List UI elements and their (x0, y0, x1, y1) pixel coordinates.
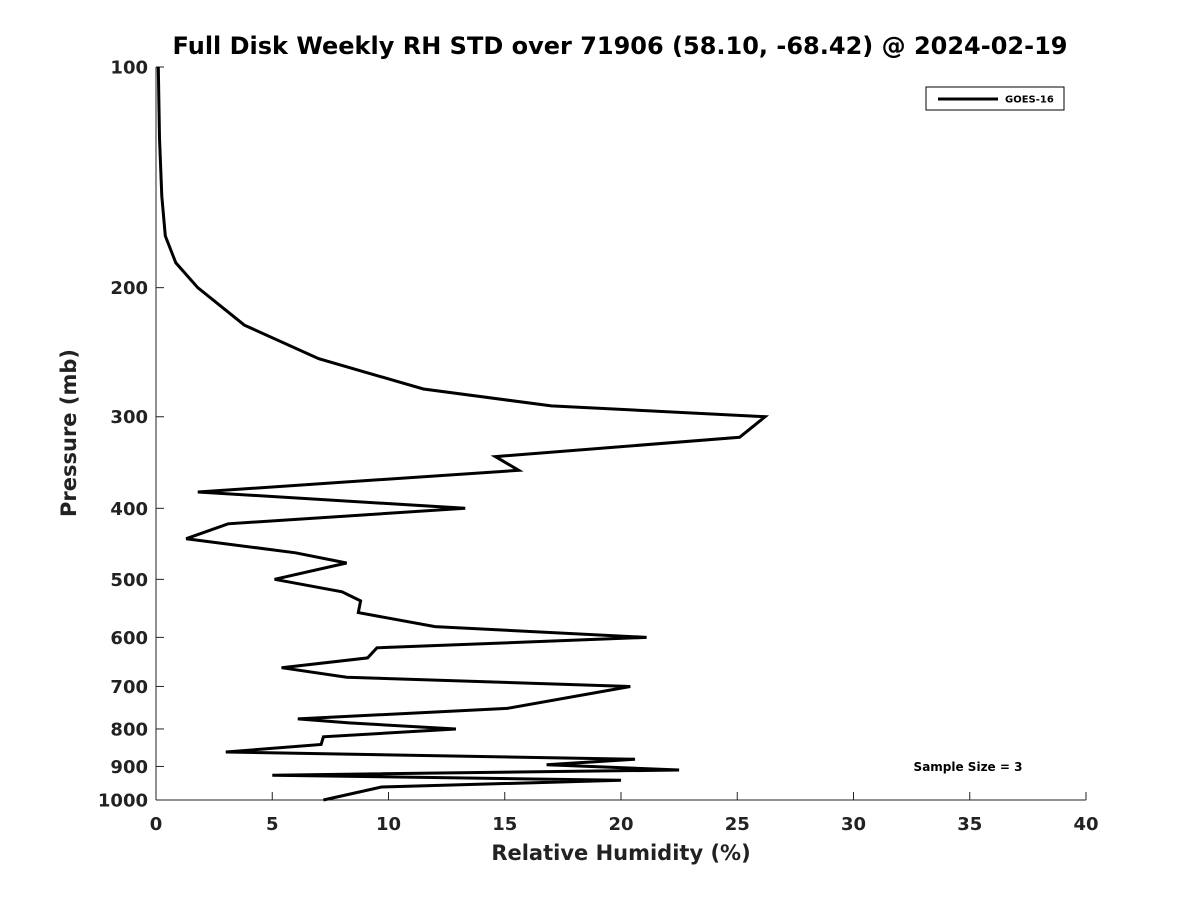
y-tick-label: 900 (110, 757, 148, 778)
x-tick-label: 40 (1073, 814, 1098, 835)
x-tick-label: 5 (266, 814, 279, 835)
y-tick-label: 400 (110, 499, 148, 520)
chart-title: Full Disk Weekly RH STD over 71906 (58.1… (173, 32, 1068, 60)
x-ticks: 0 5 10 15 20 25 30 35 40 (150, 792, 1099, 835)
y-ticks: 100 200 300 400 500 600 700 800 900 1000 (98, 58, 164, 812)
x-tick-label: 35 (957, 814, 982, 835)
legend: GOES-16 (925, 86, 1065, 111)
y-tick-label: 700 (110, 677, 148, 698)
x-tick-label: 25 (725, 814, 750, 835)
y-tick-label: 600 (110, 628, 148, 649)
legend-entry-goes-16: GOES-16 (1005, 95, 1054, 106)
y-tick-label: 200 (110, 278, 148, 299)
x-axis-label: Relative Humidity (%) (491, 841, 750, 865)
series-group (156, 66, 770, 802)
y-tick-label: 100 (110, 58, 148, 79)
sample-size-annotation: Sample Size = 3 (914, 760, 1023, 774)
y-tick-label: 1000 (98, 791, 148, 812)
x-tick-label: 20 (608, 814, 633, 835)
plot-area: 0 5 10 15 20 25 30 35 40 100 200 300 400 500 600 700 80… (98, 58, 1099, 836)
x-tick-label: 15 (492, 814, 517, 835)
y-axis-label: Pressure (mb) (57, 349, 81, 517)
y-tick-label: 500 (110, 570, 148, 591)
series-line-goes-16 (156, 66, 770, 802)
x-tick-label: 0 (150, 814, 163, 835)
y-tick-label: 300 (110, 407, 148, 428)
y-tick-label: 800 (110, 719, 148, 740)
x-tick-label: 30 (841, 814, 866, 835)
x-tick-label: 10 (376, 814, 401, 835)
